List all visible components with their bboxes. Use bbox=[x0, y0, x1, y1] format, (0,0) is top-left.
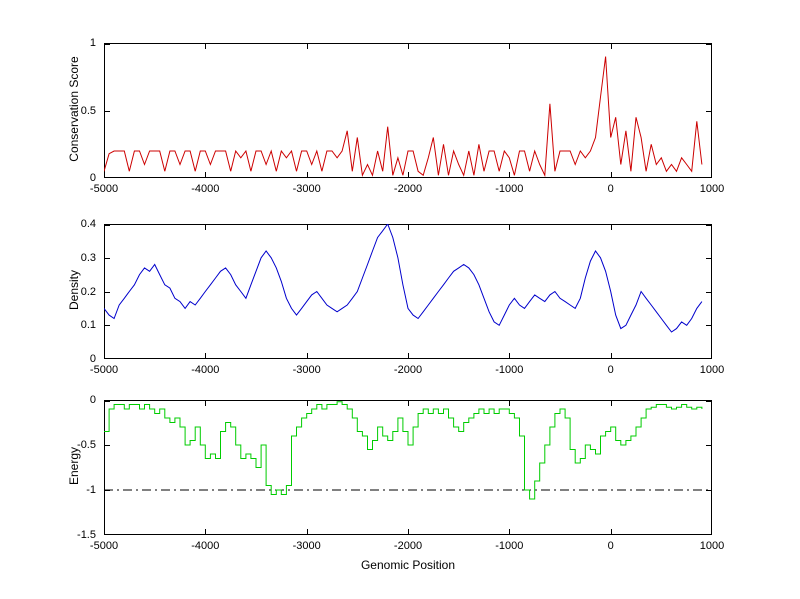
ylabel-energy: Energy bbox=[67, 446, 81, 486]
x-tick-label: -1000 bbox=[495, 364, 524, 376]
x-tick-label: -5000 bbox=[89, 540, 119, 552]
x-tick-label: -2000 bbox=[393, 183, 423, 195]
x-tick-label: -3000 bbox=[292, 183, 321, 195]
y-tick-label: 0.5 bbox=[80, 104, 96, 117]
x-tick-label: -1000 bbox=[495, 183, 524, 195]
x-tick-label: 1000 bbox=[699, 364, 725, 376]
x-tick-label: -5000 bbox=[89, 364, 119, 376]
y-tick-label: 0 bbox=[89, 394, 96, 406]
y-tick-label: 1 bbox=[89, 37, 96, 49]
y-tick-label: 0.3 bbox=[80, 251, 96, 264]
x-tick-label: -1000 bbox=[495, 540, 524, 552]
x-tick-label: -2000 bbox=[393, 364, 423, 376]
x-tick-label: 0 bbox=[607, 364, 614, 376]
x-tick-label: -3000 bbox=[292, 540, 321, 552]
y-tick-label: -1 bbox=[86, 484, 96, 496]
conservation-score-plot bbox=[104, 43, 712, 178]
x-tick-label: -2000 bbox=[393, 540, 423, 552]
energy-plot bbox=[104, 400, 712, 535]
x-tick-label: -4000 bbox=[191, 540, 220, 552]
x-tick-label: 0 bbox=[607, 183, 614, 195]
y-tick-label: -0.5 bbox=[77, 439, 96, 451]
x-tick-label: 1000 bbox=[699, 540, 725, 552]
xlabel-genomic-position: Genomic Position bbox=[360, 558, 456, 572]
y-tick-label: 0 bbox=[89, 353, 96, 365]
y-tick-label: 0 bbox=[89, 172, 96, 184]
y-tick-label: 0.4 bbox=[80, 218, 96, 230]
x-tick-label: -3000 bbox=[292, 364, 321, 376]
x-tick-label: 0 bbox=[607, 540, 614, 552]
x-tick-label: -4000 bbox=[191, 183, 220, 195]
x-tick-label: -4000 bbox=[191, 364, 220, 376]
density-plot bbox=[104, 224, 712, 359]
x-tick-label: 1000 bbox=[699, 183, 725, 195]
y-tick-label: 0.2 bbox=[80, 285, 96, 298]
x-tick-label: -5000 bbox=[89, 183, 119, 195]
y-tick-label: -1.5 bbox=[77, 529, 96, 541]
y-tick-label: 0.1 bbox=[80, 319, 96, 332]
